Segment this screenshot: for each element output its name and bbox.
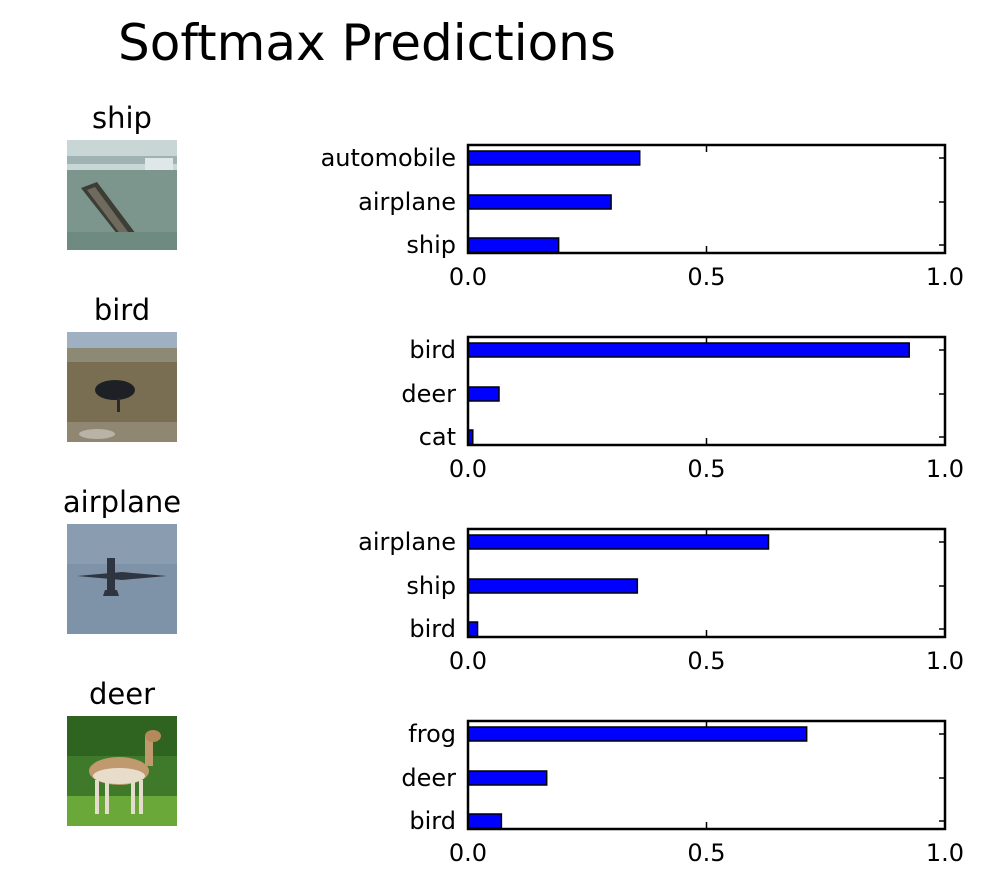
bar <box>467 813 503 829</box>
bar <box>467 621 479 637</box>
bar <box>467 770 548 786</box>
bar <box>467 194 612 210</box>
x-tick-label: 0.5 <box>687 647 725 675</box>
y-tick-label: deer <box>401 764 456 792</box>
x-tick-label: 0.0 <box>449 263 487 291</box>
y-tick-label: ship <box>406 231 456 259</box>
image-label: ship <box>92 101 152 135</box>
deer-photo <box>67 716 177 826</box>
ship-photo <box>67 140 177 250</box>
x-tick-label: 1.0 <box>926 263 964 291</box>
prediction-row: bird cat deer bird 0.0 0.5 1.0 <box>0 292 987 484</box>
prediction-chart: ship airplane automobile 0.0 0.5 1.0 <box>321 143 964 291</box>
bar <box>467 578 639 594</box>
x-tick-label: 1.0 <box>926 455 964 483</box>
figure-title: Softmax Predictions <box>118 14 616 72</box>
prediction-row: airplane bird ship airplane 0.0 0.5 1.0 <box>0 484 987 676</box>
x-tick-label: 0.5 <box>687 839 725 867</box>
bird-photo <box>67 332 177 442</box>
y-tick-label: bird <box>409 615 456 643</box>
airplane-photo <box>67 524 177 634</box>
image-label: bird <box>93 293 151 327</box>
bar <box>467 386 500 402</box>
y-tick-label: bird <box>409 807 456 835</box>
prediction-row: deer bird deer frog 0.0 0.5 1.0 <box>0 676 987 868</box>
x-tick-label: 0.5 <box>687 455 725 483</box>
y-tick-label: frog <box>408 720 456 748</box>
y-tick-label: bird <box>409 336 456 364</box>
x-tick-label: 1.0 <box>926 647 964 675</box>
image-label: deer <box>88 677 155 711</box>
x-tick-label: 1.0 <box>926 839 964 867</box>
y-tick-label: deer <box>401 380 456 408</box>
y-tick-label: ship <box>406 572 456 600</box>
bar <box>467 342 910 358</box>
bar <box>467 726 808 742</box>
bar <box>467 237 560 253</box>
prediction-chart: bird ship airplane 0.0 0.5 1.0 <box>358 527 964 675</box>
x-tick-label: 0.5 <box>687 263 725 291</box>
y-tick-label: automobile <box>321 144 456 172</box>
y-tick-label: airplane <box>358 188 456 216</box>
y-tick-label: airplane <box>358 528 456 556</box>
x-tick-label: 0.0 <box>449 839 487 867</box>
bar <box>467 150 641 166</box>
x-tick-label: 0.0 <box>449 647 487 675</box>
y-tick-label: cat <box>419 423 456 451</box>
x-tick-label: 0.0 <box>449 455 487 483</box>
prediction-chart: bird deer frog 0.0 0.5 1.0 <box>401 719 964 867</box>
image-label: airplane <box>62 485 182 519</box>
prediction-chart: cat deer bird 0.0 0.5 1.0 <box>401 335 964 483</box>
prediction-row: ship ship airplane automobile 0.0 0.5 1.0 <box>0 100 987 292</box>
bar <box>467 534 770 550</box>
